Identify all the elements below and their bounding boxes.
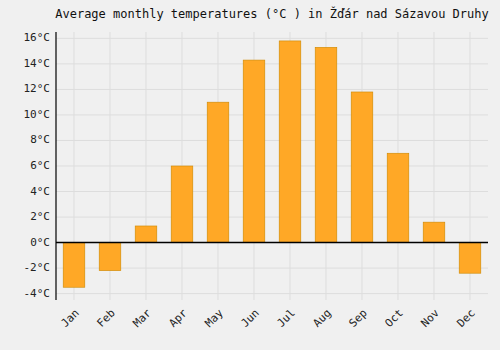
zero-line bbox=[56, 242, 488, 244]
bar bbox=[387, 153, 409, 242]
bar bbox=[99, 243, 121, 271]
x-tick-label: Dec bbox=[455, 307, 478, 330]
y-axis-line bbox=[55, 32, 56, 300]
bar bbox=[63, 243, 85, 288]
chart: -4°C -2°C 0°C 2°C 4°C 6°C 8°C 10°C 12°C 14°C 16°C J… bbox=[0, 0, 500, 350]
x-tick-label: Mar bbox=[131, 306, 155, 330]
y-grid-line bbox=[56, 242, 488, 243]
y-tick-label: 2°C bbox=[30, 210, 50, 223]
x-tick-label: Jul bbox=[275, 307, 298, 330]
y-tick-label: 14°C bbox=[24, 57, 51, 70]
bar bbox=[315, 47, 337, 242]
y-tick-label: -4°C bbox=[24, 287, 51, 300]
y-grid-line bbox=[56, 191, 488, 192]
y-grid-line bbox=[56, 217, 488, 218]
x-tick-label: Jun bbox=[239, 307, 262, 330]
y-tick-label: 0°C bbox=[30, 236, 50, 249]
x-tick-label: Feb bbox=[95, 307, 118, 330]
bars bbox=[63, 41, 481, 287]
y-grid-line bbox=[56, 166, 488, 167]
bar bbox=[423, 222, 445, 242]
x-tick-label: Apr bbox=[167, 306, 191, 330]
x-tick-label: May bbox=[203, 306, 227, 330]
y-tick-label: 16°C bbox=[24, 31, 51, 44]
bar bbox=[279, 41, 301, 243]
grid bbox=[56, 32, 488, 300]
x-tick-label: Sep bbox=[347, 307, 370, 330]
y-grid-line bbox=[56, 140, 488, 141]
background bbox=[0, 0, 500, 350]
y-grid-line bbox=[56, 38, 488, 39]
x-tick-label: Nov bbox=[419, 306, 443, 330]
y-tick-label: 6°C bbox=[30, 159, 50, 172]
x-grid-line bbox=[434, 32, 435, 300]
y-tick-label: 10°C bbox=[24, 108, 51, 121]
x-grid-line bbox=[146, 32, 147, 300]
x-tick-label: Jan bbox=[59, 307, 82, 330]
y-grid-line bbox=[56, 89, 488, 90]
bar bbox=[243, 60, 265, 242]
bar bbox=[459, 243, 481, 274]
bar bbox=[171, 166, 193, 243]
y-grid-line bbox=[56, 114, 488, 115]
y-tick-label: -2°C bbox=[24, 261, 51, 274]
bar bbox=[207, 102, 229, 242]
bar bbox=[351, 92, 373, 243]
title: Average monthly temperatures (°C ) in Žď… bbox=[55, 6, 488, 21]
x-tick-label: Aug bbox=[311, 307, 334, 330]
y-tick-label: 4°C bbox=[30, 185, 50, 198]
chart-container: -4°C -2°C 0°C 2°C 4°C 6°C 8°C 10°C 12°C 14°C 16°C J… bbox=[0, 0, 500, 350]
x-tick-labels: Jan Feb Mar Apr May Jun Jul Aug Sep Oct Nov Dec bbox=[59, 306, 478, 330]
y-grid-line bbox=[56, 63, 488, 64]
x-tick-label: Oct bbox=[383, 307, 406, 330]
y-grid-line bbox=[56, 293, 488, 294]
y-tick-labels: -4°C -2°C 0°C 2°C 4°C 6°C 8°C 10°C 12°C 14°C 16°C bbox=[24, 31, 51, 299]
y-tick-label: 8°C bbox=[30, 133, 50, 146]
bar bbox=[135, 226, 157, 243]
y-tick-label: 12°C bbox=[24, 82, 51, 95]
